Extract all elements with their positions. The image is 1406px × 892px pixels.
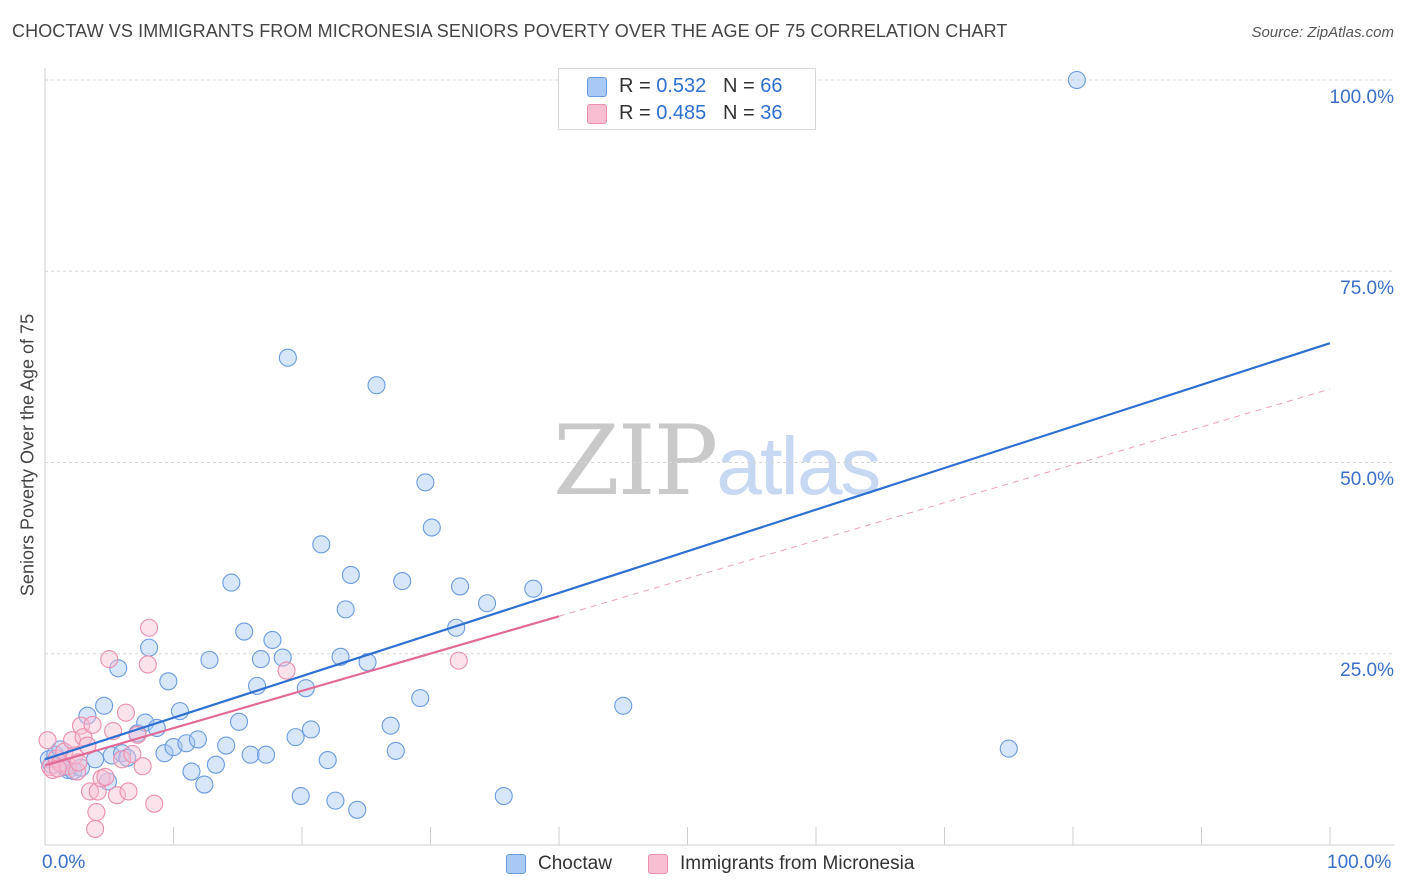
micronesia-trend-line — [44, 615, 560, 767]
choctaw-point — [494, 786, 513, 806]
choctaw-point — [1067, 70, 1086, 90]
legend-n-label: N = — [722, 102, 755, 124]
choctaw-point — [411, 689, 430, 708]
choctaw-point — [286, 728, 305, 747]
legend-r-label: R = — [619, 75, 651, 97]
y-tick-label: 75.0% — [1340, 278, 1394, 299]
micronesia-point — [123, 744, 142, 764]
choctaw-point — [206, 755, 225, 774]
micronesia-trend-extension — [558, 388, 1331, 617]
micronesia-point — [87, 803, 106, 822]
choctaw-point — [188, 730, 207, 749]
micronesia-point — [80, 782, 100, 801]
choctaw-point — [155, 744, 174, 763]
choctaw-point — [318, 751, 337, 770]
micronesia-point — [116, 703, 136, 722]
legend-r-value: 0.532 — [656, 75, 707, 97]
micronesia-point — [119, 782, 138, 801]
choctaw-point — [312, 535, 331, 554]
choctaw-point — [614, 696, 633, 715]
y-axis-label: Seniors Poverty Over the Age of 75 — [17, 313, 38, 597]
choctaw-point — [256, 745, 276, 764]
watermark: ZIPatlas — [553, 405, 881, 517]
choctaw-point — [477, 594, 497, 613]
micronesia-point — [86, 819, 105, 838]
legend: R = 0.532 N = 66 R = 0.485 N = 36 — [558, 68, 816, 130]
chart-title: CHOCTAW VS IMMIGRANTS FROM MICRONESIA SE… — [12, 21, 1008, 41]
micronesia-point — [69, 753, 88, 772]
micronesia-point — [145, 794, 164, 813]
choctaw-point — [524, 579, 543, 598]
micronesia-point — [48, 759, 67, 778]
choctaw-point — [95, 696, 114, 715]
legend-swatch-choctaw — [587, 77, 607, 97]
choctaw-point — [367, 376, 386, 395]
micronesia-point — [277, 661, 296, 680]
choctaw-point — [358, 653, 377, 672]
choctaw-point — [386, 741, 405, 760]
bottom-legend-swatch-choctaw — [506, 854, 526, 874]
micronesia-point — [140, 618, 159, 637]
choctaw-point — [341, 565, 360, 585]
choctaw-point — [451, 577, 470, 596]
legend-n-value: 66 — [760, 75, 783, 97]
micronesia-point — [113, 750, 132, 769]
micronesia-point — [133, 757, 152, 776]
choctaw-point — [177, 734, 196, 753]
choctaw-point — [222, 573, 241, 592]
choctaw-point — [422, 518, 441, 537]
choctaw-point — [301, 720, 321, 739]
choctaw-point — [182, 762, 201, 781]
choctaw-point — [278, 348, 297, 367]
watermark-zip: ZIP — [553, 405, 718, 517]
x-tick-label: 0.0% — [42, 852, 86, 873]
choctaw-point — [331, 647, 350, 666]
choctaw-point — [336, 600, 355, 619]
choctaw-point — [195, 775, 214, 794]
choctaw-point — [159, 672, 178, 691]
choctaw-point — [999, 739, 1018, 758]
x-tick-label: 100.0% — [1327, 852, 1392, 873]
micronesia-point — [96, 767, 115, 786]
micronesia-point — [100, 650, 119, 669]
bottom-legend-label-choctaw: Choctaw — [538, 853, 612, 874]
choctaw-point — [393, 572, 412, 591]
micronesia-point — [138, 655, 157, 674]
choctaw-point — [241, 745, 260, 764]
micronesia-point — [68, 762, 87, 781]
choctaw-point — [291, 786, 310, 806]
legend-r-label: R = — [619, 102, 651, 124]
legend-r-value: 0.485 — [656, 102, 707, 124]
source-label: Source: ZipAtlas.com — [1251, 24, 1394, 41]
micronesia-point — [107, 786, 127, 805]
legend-n-label: N = — [722, 75, 755, 97]
choctaw-point — [263, 630, 282, 650]
choctaw-trend-line — [44, 342, 1331, 761]
micronesia-point — [449, 651, 468, 670]
choctaw-point — [217, 736, 236, 755]
micronesia-point — [83, 715, 102, 734]
micronesia-point — [74, 728, 93, 747]
choctaw-point — [140, 638, 159, 657]
legend-swatch-micronesia — [587, 104, 607, 124]
choctaw-point — [326, 791, 345, 810]
legend-n-value: 36 — [760, 102, 783, 124]
bottom-legend-label-micronesia: Immigrants from Micronesia — [680, 853, 915, 874]
choctaw-point — [416, 473, 435, 492]
y-tick-label: 25.0% — [1340, 660, 1394, 681]
bottom-legend-swatch-micronesia — [648, 854, 668, 874]
bottom-legend: Choctaw Immigrants from Micronesia — [0, 850, 1406, 880]
choctaw-point — [229, 712, 249, 731]
choctaw-point — [381, 716, 400, 735]
choctaw-point — [200, 650, 219, 669]
choctaw-point — [235, 622, 254, 641]
choctaw-point — [251, 650, 270, 669]
y-tick-label: 50.0% — [1340, 469, 1394, 490]
micronesia-point — [38, 731, 57, 750]
y-tick-label: 100.0% — [1329, 87, 1394, 108]
choctaw-point — [348, 800, 367, 819]
choctaw-point — [78, 706, 97, 725]
choctaw-point — [447, 618, 466, 637]
